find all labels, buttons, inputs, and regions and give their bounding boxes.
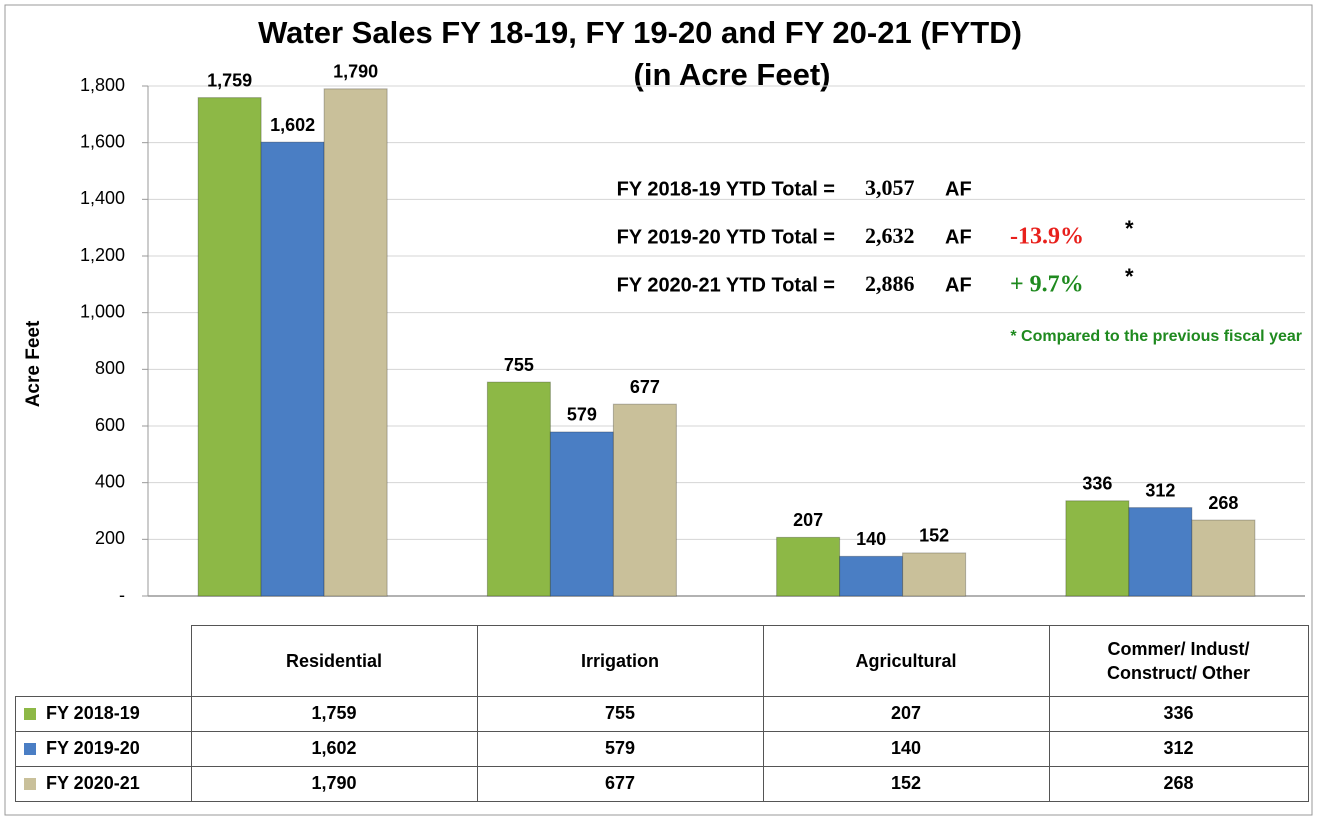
bar: [612, 403, 677, 597]
table-header-cell: Irrigation: [476, 625, 764, 697]
legend-label: FY 2018-19: [46, 703, 140, 723]
annotation-label: FY 2020-21 YTD Total =: [617, 274, 835, 296]
category-label: Irrigation: [580, 650, 659, 671]
y-tick-label: 400: [95, 471, 125, 491]
annotation-label: FY 2019-20 YTD Total =: [617, 226, 835, 248]
legend-swatch: [24, 708, 36, 720]
bar: [1191, 519, 1256, 597]
bar: [1065, 500, 1130, 597]
data-label: 152: [919, 526, 949, 546]
table-cell: 1,602: [190, 730, 478, 767]
data-label: 1,602: [270, 115, 315, 135]
table-cell: 140: [762, 730, 1050, 767]
annotation-mark: *: [1125, 264, 1134, 289]
annotation-unit: AF: [945, 274, 972, 296]
table-row: FY 2019-20 1,602 579 140 312: [15, 730, 1309, 767]
data-label: 336: [1082, 474, 1112, 494]
table-corner: [15, 625, 192, 697]
table-cell: 579: [476, 730, 764, 767]
bar: [902, 552, 967, 597]
annotation-unit: AF: [945, 226, 972, 248]
chart-title: Water Sales FY 18-19, FY 19-20 and FY 20…: [258, 15, 1022, 50]
annotation-total: 3,057: [865, 175, 915, 200]
table-header-cell: Commer/ Indust/ Construct/ Other: [1048, 625, 1309, 697]
note: * Compared to the previous fiscal year: [1010, 328, 1302, 345]
table-cell: 1,790: [190, 765, 478, 802]
category-label: Residential: [285, 650, 383, 671]
y-tick-label: 1,000: [80, 301, 125, 321]
table-header-cell: Agricultural: [762, 625, 1050, 697]
legend-swatch: [24, 778, 36, 790]
bar: [1128, 507, 1193, 597]
y-tick-label: 1,400: [80, 188, 125, 208]
legend-label: FY 2019-20: [46, 738, 140, 758]
table-cell: 268: [1048, 765, 1309, 802]
category-label: Agricultural: [855, 650, 957, 671]
y-tick-label: 1,600: [80, 131, 125, 151]
legend-swatch: [24, 743, 36, 755]
bar: [197, 97, 262, 597]
bar: [323, 88, 388, 597]
table-header-cell: Residential: [190, 625, 478, 697]
y-tick-label: 600: [95, 415, 125, 435]
y-tick-label: 1,200: [80, 245, 125, 265]
table-cell: 312: [1048, 730, 1309, 767]
frame: [4, 4, 1313, 816]
table-row: FY 2018-19 1,759 755 207 336: [15, 695, 1309, 732]
table-header-row: Residential Irrigation Agricultural Commer/…: [15, 625, 1309, 697]
table-cell: 1,759: [190, 695, 478, 732]
bar: [486, 381, 551, 597]
annotation-total: 2,632: [865, 223, 915, 248]
data-label: 579: [567, 405, 597, 425]
table-cell: 207: [762, 695, 1050, 732]
data-label: 755: [504, 355, 534, 375]
bar: [260, 141, 325, 597]
data-label: 677: [630, 377, 660, 397]
legend-cell: FY 2019-20: [15, 730, 192, 767]
annotation-change: -13.9%: [1010, 224, 1084, 250]
data-label: 268: [1208, 493, 1238, 513]
data-label: 1,790: [333, 62, 378, 82]
data-label: 207: [793, 510, 823, 530]
y-axis-label: Acre Feet: [23, 320, 44, 407]
annotation-mark: *: [1125, 216, 1134, 241]
y-tick-label: -: [119, 585, 125, 605]
annotation-change: + 9.7%: [1010, 272, 1084, 298]
table-cell: 336: [1048, 695, 1309, 732]
annotation-label: FY 2018-19 YTD Total =: [617, 178, 835, 200]
annotation-total: 2,886: [865, 271, 915, 296]
bar: [839, 555, 904, 597]
data-table: Residential Irrigation Agricultural Commer/…: [15, 625, 1309, 802]
table-row: FY 2020-21 1,790 677 152 268: [15, 765, 1309, 802]
table-cell: 152: [762, 765, 1050, 802]
legend-cell: FY 2018-19: [15, 695, 192, 732]
legend-label: FY 2020-21: [46, 773, 140, 793]
data-label: 1,759: [207, 70, 252, 90]
chart-subtitle: (in Acre Feet): [634, 57, 831, 92]
table-cell: 677: [476, 765, 764, 802]
annotation-unit: AF: [945, 178, 972, 200]
bar: [776, 536, 841, 597]
y-tick-label: 200: [95, 528, 125, 548]
data-label: 140: [856, 529, 886, 549]
y-tick-label: 1,800: [80, 75, 125, 95]
category-label: Commer/ Indust/ Construct/ Other: [1106, 638, 1250, 683]
legend-cell: FY 2020-21: [15, 765, 192, 802]
table-cell: 755: [476, 695, 764, 732]
y-tick-label: 800: [95, 358, 125, 378]
bar: [549, 431, 614, 597]
data-label: 312: [1145, 480, 1175, 500]
